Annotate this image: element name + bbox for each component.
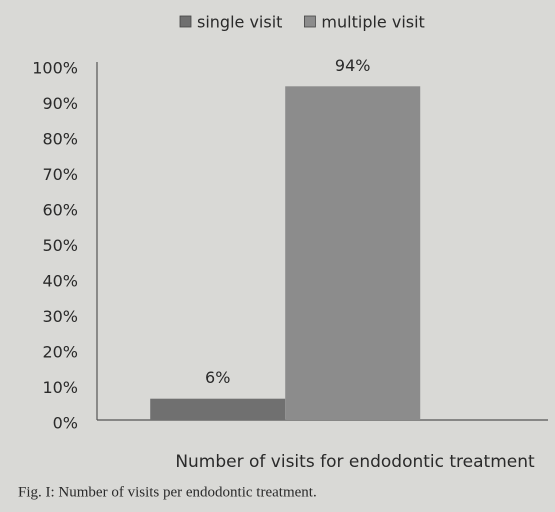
- y-tick-label: 80%: [42, 130, 78, 149]
- y-tick-label: 100%: [32, 59, 78, 78]
- data-label: 6%: [205, 368, 230, 387]
- y-tick-label: 90%: [42, 94, 78, 113]
- data-label: 94%: [335, 56, 371, 75]
- y-tick-label: 20%: [42, 343, 78, 362]
- bar: [150, 398, 286, 420]
- legend-label: single visit: [197, 13, 282, 32]
- legend-swatch: [179, 15, 192, 28]
- y-tick-label: 10%: [42, 378, 78, 397]
- y-tick-label: 0%: [53, 414, 78, 433]
- bar: [285, 86, 421, 421]
- legend-label: multiple visit: [321, 13, 424, 32]
- x-axis-label: Number of visits for endodontic treatmen…: [175, 452, 535, 472]
- y-tick-label: 30%: [42, 307, 78, 326]
- y-tick-label: 60%: [42, 201, 78, 220]
- y-tick-label: 70%: [42, 165, 78, 184]
- legend-swatch: [304, 15, 316, 28]
- y-tick-label: 50%: [42, 236, 78, 255]
- y-tick-label: 40%: [42, 272, 78, 291]
- caption: Fig. I: Number of visits per endodontic …: [18, 484, 317, 500]
